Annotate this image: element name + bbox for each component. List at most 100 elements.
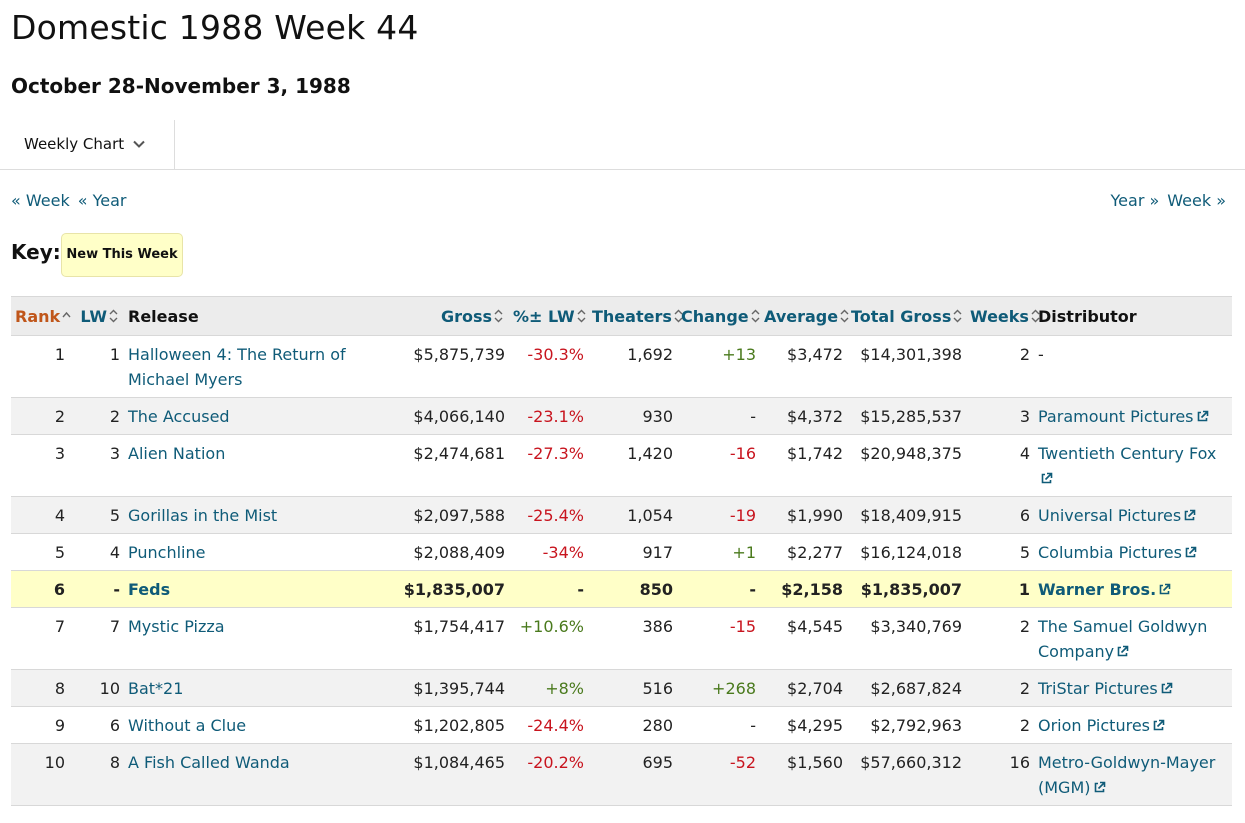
release-link[interactable]: Mystic Pizza bbox=[128, 617, 225, 636]
average-cell: $2,277 bbox=[760, 533, 847, 571]
release-link[interactable]: The Accused bbox=[128, 407, 230, 426]
theaters-cell: 930 bbox=[588, 397, 677, 435]
lw-cell: 10 bbox=[69, 669, 124, 707]
pct-lw-cell: - bbox=[509, 570, 588, 608]
total-gross-cell: $15,285,537 bbox=[847, 397, 966, 435]
rank-cell: 4 bbox=[11, 496, 69, 534]
weeks-cell: 4 bbox=[966, 434, 1034, 497]
release-cell: Gorillas in the Mist bbox=[124, 496, 393, 534]
lw-cell: 2 bbox=[69, 397, 124, 435]
distributor-header: Distributor bbox=[1034, 296, 1232, 336]
lw-cell: - bbox=[69, 570, 124, 608]
change-cell: -52 bbox=[677, 743, 760, 806]
weeks-header[interactable]: Weeks bbox=[966, 296, 1040, 336]
theaters-cell: 1,054 bbox=[588, 496, 677, 534]
average-cell: $2,158 bbox=[760, 570, 847, 608]
pct-lw-header[interactable]: %± LW bbox=[509, 296, 588, 336]
lw-header[interactable]: LW bbox=[69, 296, 124, 336]
theaters-header[interactable]: Theaters bbox=[588, 296, 683, 336]
prev-year-link[interactable]: « Year bbox=[77, 191, 127, 210]
table-row: 8 10 Bat*21 $1,395,744 +8% 516 +268 $2,704 $2,68… bbox=[11, 669, 1232, 707]
change-cell: - bbox=[677, 706, 760, 744]
distributor-link[interactable]: Paramount Pictures bbox=[1038, 407, 1209, 426]
change-cell: -19 bbox=[677, 496, 760, 534]
average-cell: $4,545 bbox=[760, 607, 847, 670]
release-link[interactable]: Punchline bbox=[128, 543, 206, 562]
total-gross-header[interactable]: Total Gross bbox=[847, 296, 966, 336]
next-year-link[interactable]: Year » bbox=[1110, 191, 1160, 210]
table-row: 3 3 Alien Nation $2,474,681 -27.3% 1,420 -16 $1… bbox=[11, 434, 1232, 497]
release-link[interactable]: Feds bbox=[128, 580, 171, 599]
pct-lw-cell: -34% bbox=[509, 533, 588, 571]
total-gross-cell: $3,340,769 bbox=[847, 607, 966, 670]
weeks-cell: 2 bbox=[966, 335, 1034, 398]
release-link[interactable]: Halloween 4: The Return of Michael Myers bbox=[128, 345, 346, 389]
distributor-link[interactable]: Columbia Pictures bbox=[1038, 543, 1197, 562]
change-cell: - bbox=[677, 397, 760, 435]
table-header-row: Rank LW Release Gross %± LW Theaters Cha… bbox=[11, 296, 1232, 336]
rank-cell: 2 bbox=[11, 397, 69, 435]
total-gross-cell: $57,660,312 bbox=[847, 743, 966, 806]
gross-header[interactable]: Gross bbox=[393, 296, 509, 336]
distributor-link[interactable]: TriStar Pictures bbox=[1038, 679, 1173, 698]
theaters-cell: 516 bbox=[588, 669, 677, 707]
rank-cell: 1 bbox=[11, 335, 69, 398]
total-gross-cell: $18,409,915 bbox=[847, 496, 966, 534]
release-link[interactable]: Bat*21 bbox=[128, 679, 184, 698]
lw-cell: 5 bbox=[69, 496, 124, 534]
weeks-cell: 2 bbox=[966, 669, 1034, 707]
theaters-cell: 850 bbox=[588, 570, 677, 608]
weeks-cell: 3 bbox=[966, 397, 1034, 435]
lw-cell: 8 bbox=[69, 743, 124, 806]
rank-cell: 5 bbox=[11, 533, 69, 571]
pct-lw-cell: -23.1% bbox=[509, 397, 588, 435]
distributor-link[interactable]: Twentieth Century Fox bbox=[1038, 444, 1216, 488]
total-gross-cell: $2,687,824 bbox=[847, 669, 966, 707]
theaters-cell: 917 bbox=[588, 533, 677, 571]
gross-cell: $1,754,417 bbox=[393, 607, 509, 670]
change-cell: +1 bbox=[677, 533, 760, 571]
page-title: Domestic 1988 Week 44 bbox=[11, 8, 419, 47]
sort-icon bbox=[751, 309, 760, 322]
release-cell: Halloween 4: The Return of Michael Myers bbox=[124, 335, 393, 398]
lw-cell: 4 bbox=[69, 533, 124, 571]
average-cell: $4,372 bbox=[760, 397, 847, 435]
total-gross-cell: $2,792,963 bbox=[847, 706, 966, 744]
weeks-cell: 16 bbox=[966, 743, 1034, 806]
distributor-link[interactable]: Metro-Goldwyn-Mayer (MGM) bbox=[1038, 753, 1216, 797]
release-link[interactable]: Without a Clue bbox=[128, 716, 247, 735]
rank-cell: 7 bbox=[11, 607, 69, 670]
distributor-link[interactable]: Warner Bros. bbox=[1038, 580, 1171, 599]
chart-type-dropdown[interactable]: Weekly Chart bbox=[0, 120, 175, 169]
sort-icon bbox=[109, 309, 118, 322]
distributor-link[interactable]: Orion Pictures bbox=[1038, 716, 1165, 735]
distributor-link[interactable]: The Samuel Goldwyn Company bbox=[1038, 617, 1208, 661]
release-cell: Punchline bbox=[124, 533, 393, 571]
release-link[interactable]: A Fish Called Wanda bbox=[128, 753, 290, 772]
change-cell: -16 bbox=[677, 434, 760, 497]
average-header[interactable]: Average bbox=[760, 296, 849, 336]
rank-header[interactable]: Rank bbox=[11, 296, 71, 336]
weeks-cell: 2 bbox=[966, 706, 1034, 744]
table-body: 1 1 Halloween 4: The Return of Michael Mye… bbox=[11, 335, 1232, 806]
next-week-link[interactable]: Week » bbox=[1167, 191, 1226, 210]
distributor-link[interactable]: Universal Pictures bbox=[1038, 506, 1196, 525]
pct-lw-cell: +10.6% bbox=[509, 607, 588, 670]
prev-week-link[interactable]: « Week bbox=[11, 191, 70, 210]
change-header[interactable]: Change bbox=[677, 296, 760, 336]
pct-lw-cell: -24.4% bbox=[509, 706, 588, 744]
total-gross-cell: $14,301,398 bbox=[847, 335, 966, 398]
new-this-week-badge: New This Week bbox=[61, 233, 183, 277]
theaters-cell: 1,420 bbox=[588, 434, 677, 497]
gross-cell: $1,395,744 bbox=[393, 669, 509, 707]
average-cell: $1,560 bbox=[760, 743, 847, 806]
gross-cell: $2,097,588 bbox=[393, 496, 509, 534]
theaters-cell: 1,692 bbox=[588, 335, 677, 398]
average-cell: $3,472 bbox=[760, 335, 847, 398]
release-link[interactable]: Gorillas in the Mist bbox=[128, 506, 278, 525]
average-cell: $1,990 bbox=[760, 496, 847, 534]
release-link[interactable]: Alien Nation bbox=[128, 444, 226, 463]
change-cell: +13 bbox=[677, 335, 760, 398]
pct-lw-cell: -30.3% bbox=[509, 335, 588, 398]
chevron-down-icon bbox=[133, 140, 145, 148]
